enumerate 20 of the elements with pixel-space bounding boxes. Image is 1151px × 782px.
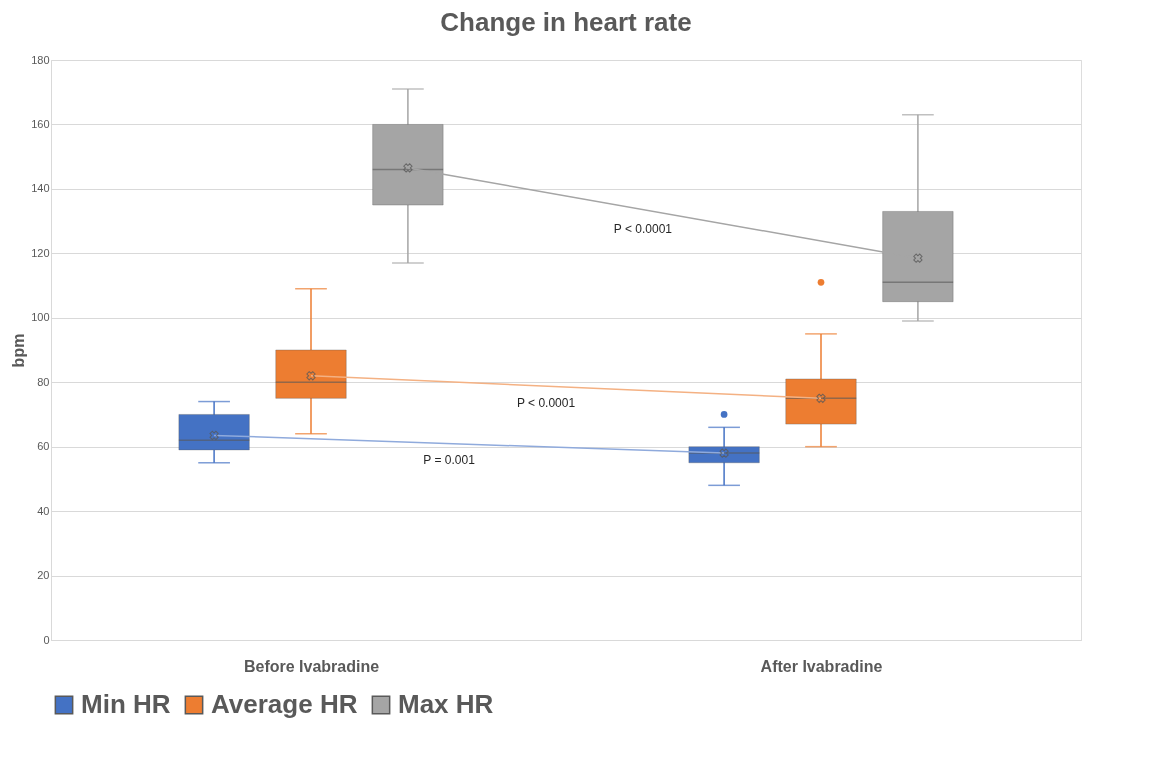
- annotation: P = 0.001: [423, 453, 476, 468]
- x-tick-label: After Ivabradine: [760, 657, 883, 675]
- annotation: P < 0.0001: [613, 222, 673, 237]
- y-tick-label: 180: [31, 53, 50, 66]
- legend-label: Average HR: [211, 689, 358, 719]
- legend-label: Max HR: [398, 689, 494, 719]
- x-tick-label: Before Ivabradine: [243, 657, 380, 675]
- y-tick-label: 80: [37, 375, 50, 388]
- y-axis-title: bpm: [10, 333, 28, 368]
- y-tick-label: 160: [31, 117, 50, 130]
- y-tick-label: 60: [37, 440, 50, 453]
- annotation: P < 0.0001: [516, 396, 576, 411]
- y-tick-label: 20: [37, 569, 50, 582]
- y-tick-label: 100: [31, 311, 50, 324]
- chart-title: Change in heart rate: [440, 7, 692, 37]
- y-tick-label: 140: [31, 182, 50, 195]
- y-tick-label: 120: [31, 246, 50, 259]
- y-tick-label: 0: [43, 633, 50, 646]
- y-tick-label: 40: [37, 504, 50, 517]
- legend-label: Min HR: [81, 689, 171, 719]
